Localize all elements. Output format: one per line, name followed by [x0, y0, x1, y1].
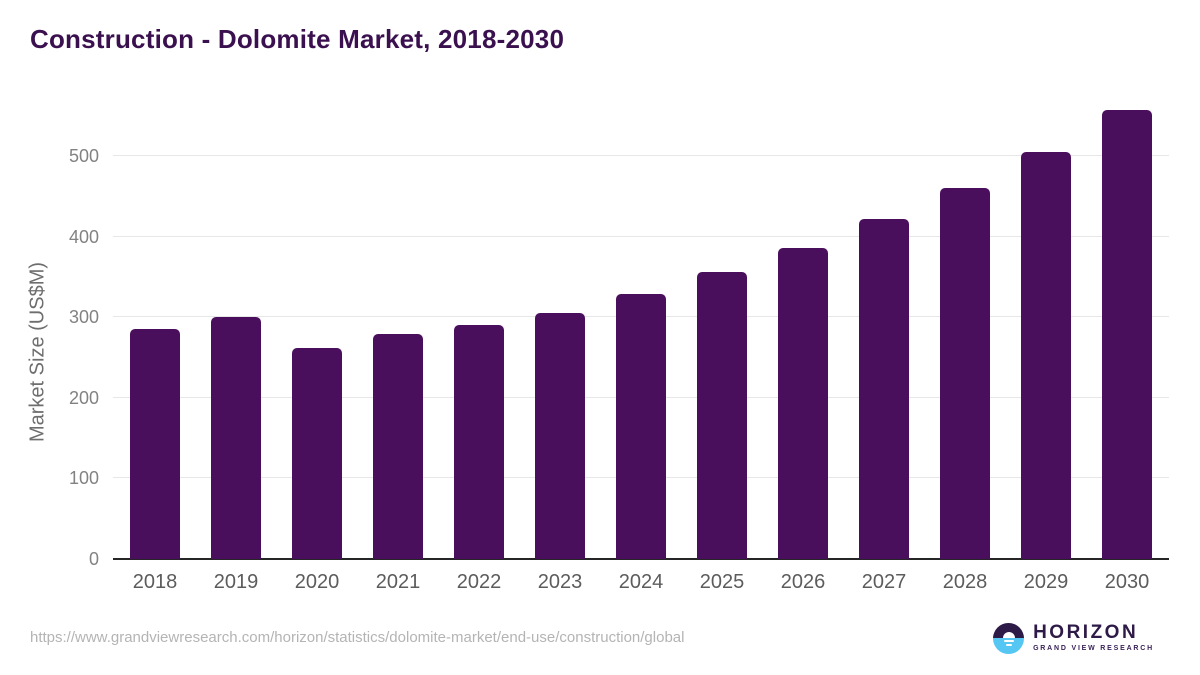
y-axis-label: Market Size (US$M): [26, 261, 49, 443]
y-tick-500: 500: [68, 146, 99, 167]
y-tick-400: 400: [68, 226, 99, 247]
bar-2021: [373, 333, 423, 559]
logo-sky-half: [993, 622, 1025, 638]
x-tick-2023: 2023: [537, 571, 583, 593]
bar-2025: [697, 272, 747, 559]
x-tick-2022: 2022: [456, 571, 502, 593]
x-tick-2020: 2020: [294, 571, 340, 593]
bar-2028: [940, 187, 990, 559]
logo-tagline: GRAND VIEW RESEARCH: [1033, 645, 1154, 652]
bar-2023: [535, 313, 585, 559]
x-tick-2025: 2025: [699, 571, 745, 593]
horizon-logo-icon: [993, 622, 1025, 654]
logo-brand: HORIZON: [1033, 622, 1139, 643]
x-tick-2018: 2018: [132, 571, 178, 593]
y-tick-0: 0: [88, 549, 99, 569]
y-tick-200: 200: [68, 387, 99, 408]
bar-2030: [1102, 110, 1152, 559]
y-tick-300: 300: [68, 307, 99, 328]
x-tick-2028: 2028: [942, 571, 988, 593]
x-tick-2029: 2029: [1023, 571, 1069, 593]
bar-2027: [859, 219, 909, 559]
x-tick-2027: 2027: [861, 571, 907, 593]
x-tick-2019: 2019: [213, 571, 259, 593]
x-tick-2026: 2026: [780, 571, 826, 593]
bar-2019: [211, 317, 261, 559]
horizon-logo: HORIZON GRAND VIEW RESEARCH: [993, 622, 1154, 654]
bar-2024: [616, 294, 666, 559]
gridline-500: [113, 155, 1169, 157]
bar-2029: [1021, 151, 1071, 559]
x-tick-2021: 2021: [375, 571, 421, 593]
bar-2018: [130, 328, 180, 559]
chart-title: Construction - Dolomite Market, 2018-203…: [30, 24, 565, 54]
logo-sun-icon: [1002, 632, 1015, 638]
bar-2026: [778, 248, 828, 559]
gridline-400: [113, 235, 1169, 237]
x-tick-2024: 2024: [618, 571, 664, 593]
x-axis-line: [113, 558, 1169, 560]
y-tick-100: 100: [68, 468, 99, 489]
bar-2022: [454, 325, 504, 559]
logo-text: HORIZON GRAND VIEW RESEARCH: [1033, 623, 1154, 653]
logo-ripple-icon: [1003, 639, 1014, 642]
logo-sea-half: [993, 638, 1025, 654]
plot-area: 0 100 200 300 400 500 2018 2019 2020 2021 2022 2023…: [69, 100, 1169, 593]
logo-ripple-icon: [1005, 643, 1012, 646]
bar-2020: [292, 348, 342, 559]
x-tick-2030: 2030: [1104, 571, 1150, 593]
source-url: https://www.grandviewresearch.com/horizo…: [30, 629, 685, 646]
